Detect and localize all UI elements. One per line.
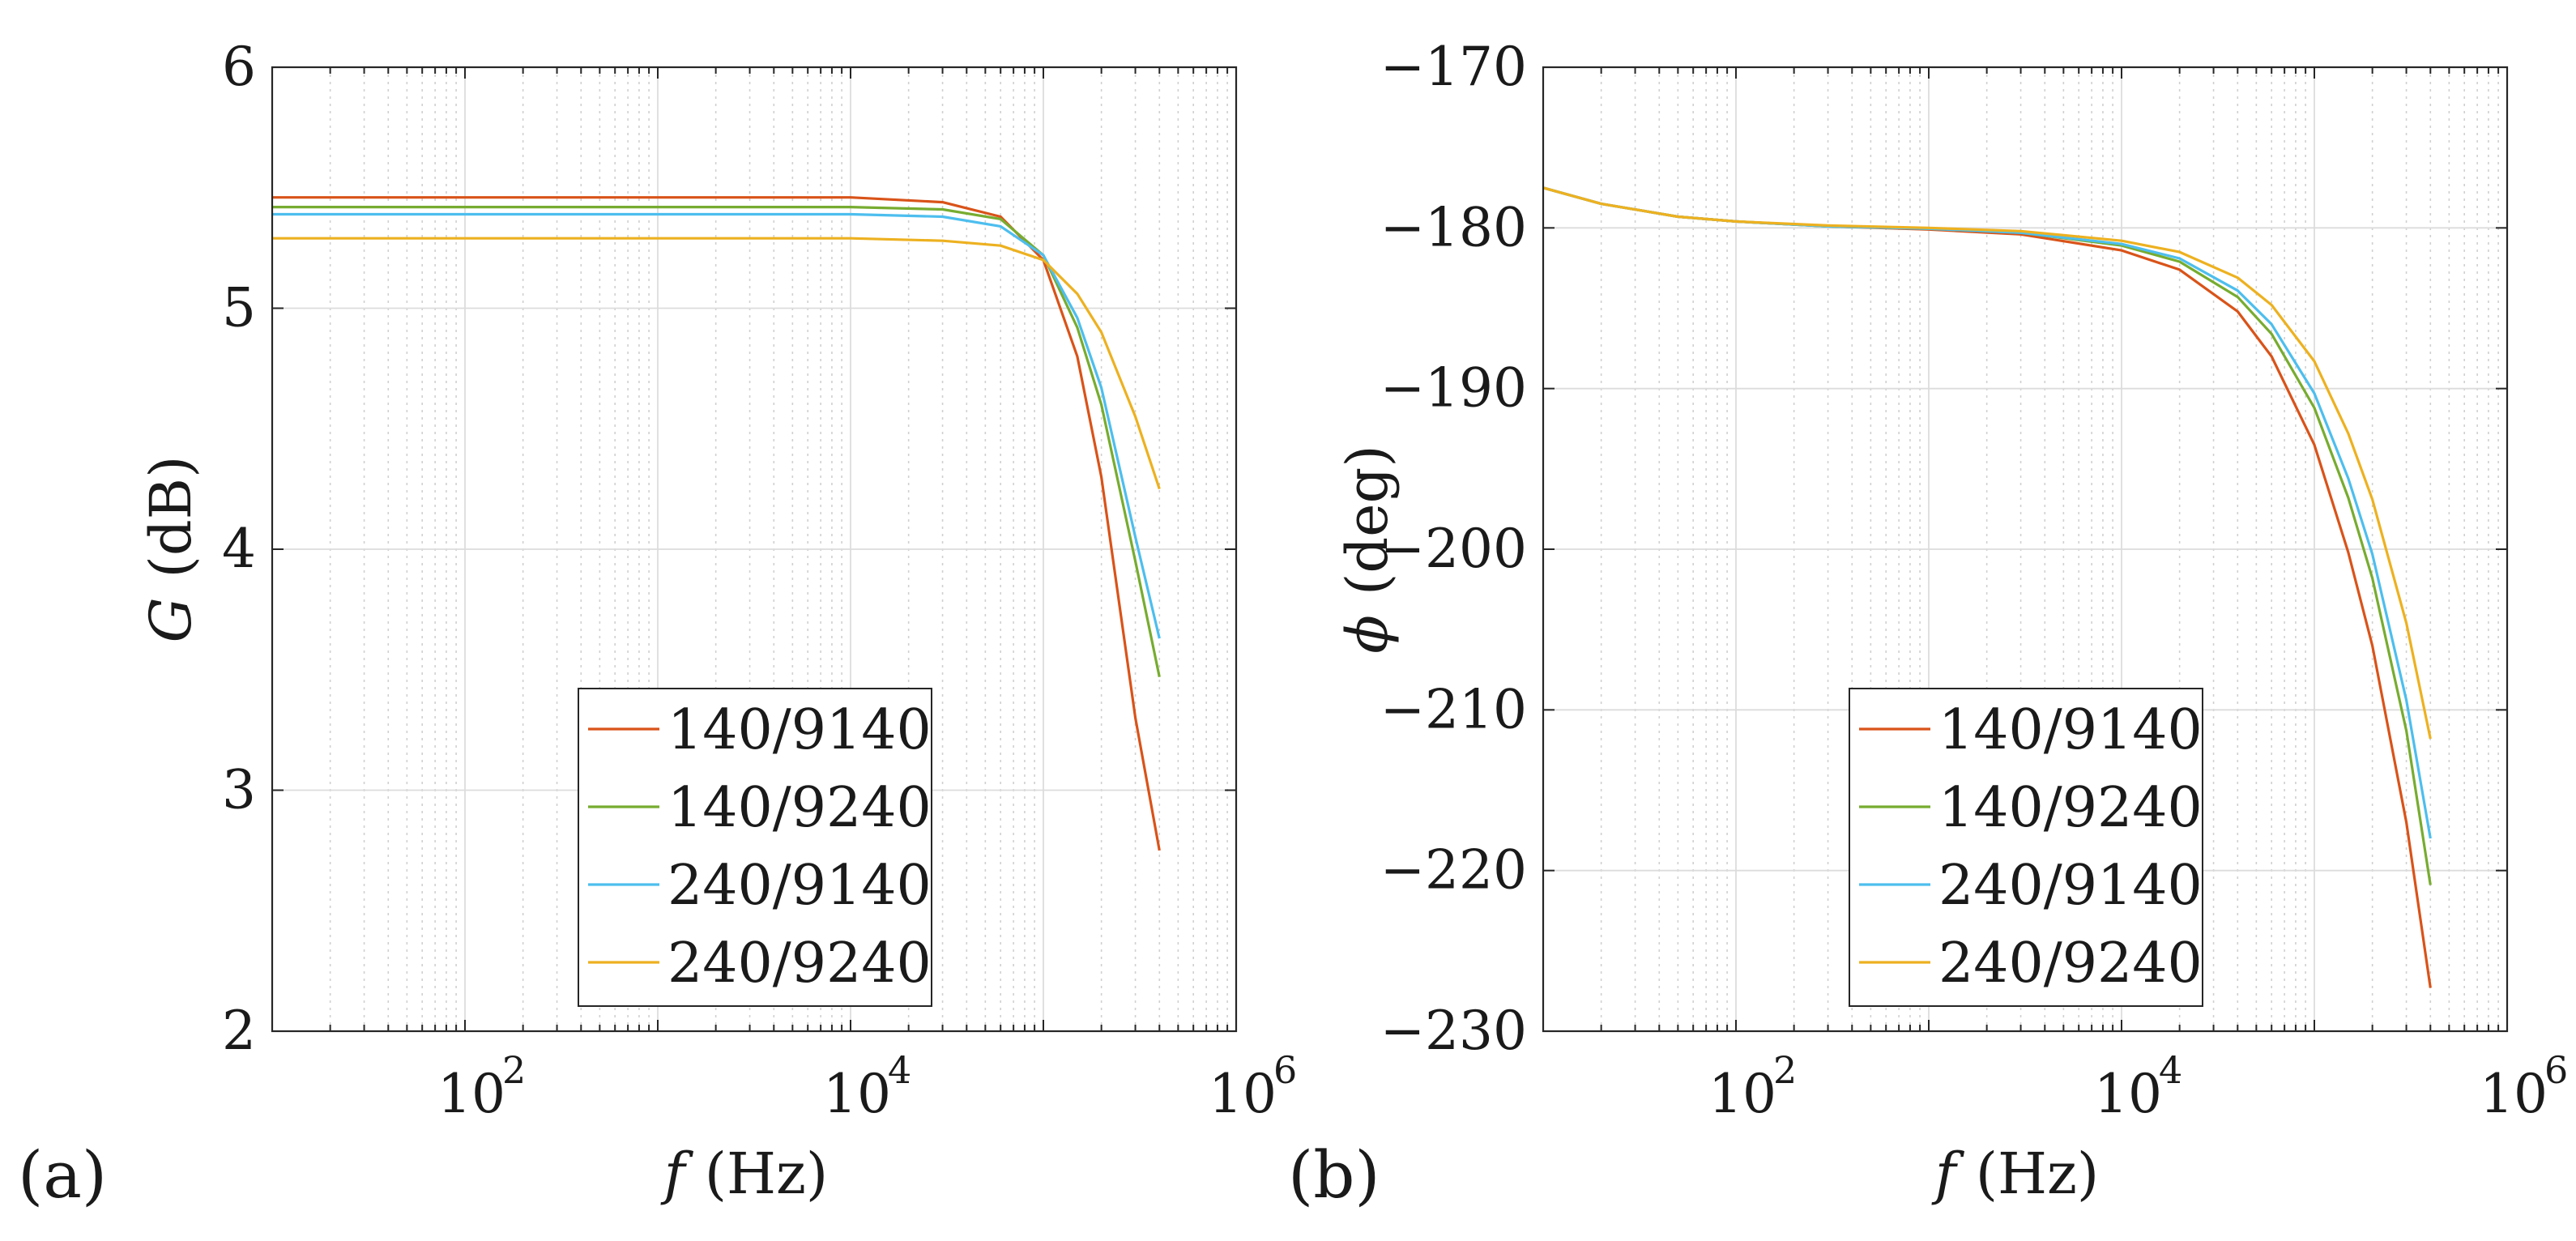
legend-label: 140/9240 <box>1938 776 2203 840</box>
legend-box <box>1849 688 2203 1007</box>
legend-label: 140/9140 <box>1938 698 2203 762</box>
y-tick-label: −170 <box>1380 36 1527 98</box>
legend: 140/9140 140/9240 240/9140 240/9240 <box>578 688 932 1007</box>
tick-marks <box>1542 66 2508 1032</box>
series-line-140-9240 <box>272 206 1161 678</box>
x-tick-label: 10 <box>2094 1063 2162 1125</box>
x-tick-label: 10 <box>2480 1063 2548 1125</box>
y-axis-label: ϕ (deg) <box>1334 445 1401 653</box>
y-tick-label: −190 <box>1380 357 1527 420</box>
series-line-240-9240 <box>272 237 1161 490</box>
x-tick-exponent: 2 <box>1773 1048 1797 1092</box>
y-axis-variable: G <box>138 597 204 642</box>
legend-label: 240/9140 <box>1938 854 2203 918</box>
y-axis-variable: ϕ <box>1334 615 1401 654</box>
series-line-140-9140 <box>272 196 1161 851</box>
x-tick-exponent: 6 <box>2544 1048 2568 1092</box>
y-tick-label: 6 <box>222 36 256 98</box>
x-tick-exponent: 6 <box>1273 1048 1297 1092</box>
y-axis-label: G (dB) <box>138 456 204 643</box>
x-tick-label: 10 <box>823 1063 891 1125</box>
x-tick-label: 10 <box>437 1063 505 1125</box>
x-axis-variable: f <box>1931 1141 1965 1207</box>
x-axis-variable: f <box>660 1141 694 1207</box>
y-tick-label: −210 <box>1380 678 1527 740</box>
panel-label: (a) <box>18 1137 107 1213</box>
x-axis-unit: (Hz) <box>1976 1141 2100 1207</box>
legend-label: 240/9240 <box>1938 932 2203 996</box>
x-tick-label: 10 <box>1209 1063 1277 1125</box>
legend-label: 240/9240 <box>667 932 932 996</box>
x-tick-exponent: 4 <box>888 1048 911 1092</box>
legend-label: 140/9240 <box>667 776 932 840</box>
x-tick-exponent: 2 <box>502 1048 526 1092</box>
y-tick-label: −220 <box>1380 839 1527 902</box>
legend-box <box>578 688 932 1007</box>
y-tick-label: 3 <box>222 759 256 821</box>
series-line-240-9140 <box>272 212 1161 639</box>
legend: 140/9140 140/9240 240/9140 240/9240 <box>1849 688 2203 1007</box>
x-axis-label: f (Hz) <box>660 1141 828 1207</box>
panel-label: (b) <box>1288 1137 1380 1213</box>
y-tick-label: −180 <box>1380 196 1527 258</box>
x-axis-unit: (Hz) <box>705 1141 829 1207</box>
y-axis-unit: (deg) <box>1334 445 1401 595</box>
y-tick-label: 5 <box>222 277 256 339</box>
y-tick-label: −230 <box>1380 1000 1527 1062</box>
legend-label: 140/9140 <box>667 698 932 762</box>
legend-label: 240/9140 <box>667 854 932 918</box>
y-tick-label: 4 <box>222 518 256 580</box>
tick-marks <box>271 66 1237 1032</box>
series-line-240-9240 <box>1542 186 2432 740</box>
y-axis-unit: (dB) <box>138 456 204 578</box>
y-tick-label: −200 <box>1380 518 1527 580</box>
x-axis-label: f (Hz) <box>1931 1141 2099 1207</box>
y-tick-label: 2 <box>222 1000 256 1062</box>
x-tick-label: 10 <box>1708 1063 1776 1125</box>
x-tick-exponent: 4 <box>2159 1048 2182 1092</box>
